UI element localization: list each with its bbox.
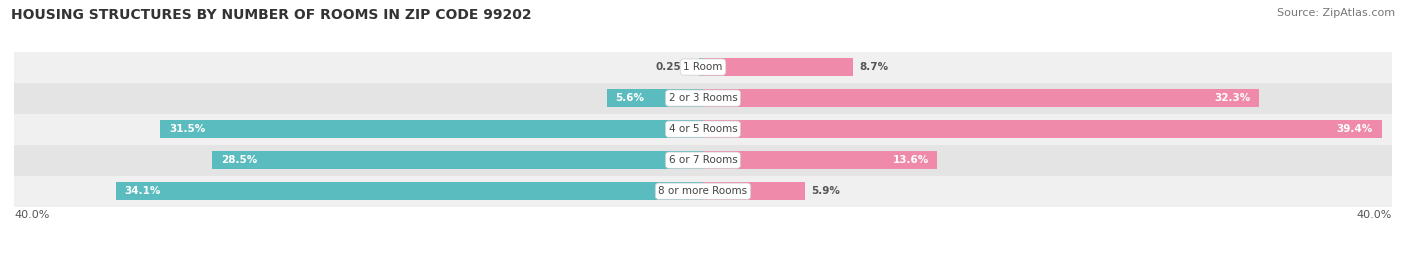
Bar xyxy=(703,120,1382,138)
Text: 6 or 7 Rooms: 6 or 7 Rooms xyxy=(669,155,737,165)
Text: 0.25%: 0.25% xyxy=(655,62,692,72)
Bar xyxy=(160,120,703,138)
Text: 31.5%: 31.5% xyxy=(169,124,205,134)
Text: 5.9%: 5.9% xyxy=(811,186,841,196)
Bar xyxy=(703,58,853,76)
Bar xyxy=(14,83,1392,114)
Text: 13.6%: 13.6% xyxy=(893,155,928,165)
Bar xyxy=(14,176,1392,207)
Bar xyxy=(14,52,1392,83)
Text: 34.1%: 34.1% xyxy=(124,186,160,196)
Text: 8.7%: 8.7% xyxy=(859,62,889,72)
Text: 39.4%: 39.4% xyxy=(1337,124,1374,134)
Text: 4 or 5 Rooms: 4 or 5 Rooms xyxy=(669,124,737,134)
Text: 2 or 3 Rooms: 2 or 3 Rooms xyxy=(669,93,737,103)
Bar xyxy=(703,89,1260,107)
Text: 28.5%: 28.5% xyxy=(221,155,257,165)
Text: Source: ZipAtlas.com: Source: ZipAtlas.com xyxy=(1277,8,1395,18)
Text: 1 Room: 1 Room xyxy=(683,62,723,72)
Text: 32.3%: 32.3% xyxy=(1215,93,1251,103)
Bar xyxy=(14,145,1392,176)
Text: 5.6%: 5.6% xyxy=(616,93,644,103)
Bar xyxy=(703,151,938,169)
Bar xyxy=(212,151,703,169)
Text: 40.0%: 40.0% xyxy=(14,210,49,220)
Bar xyxy=(699,58,703,76)
Bar xyxy=(115,182,703,200)
Bar xyxy=(14,114,1392,145)
Bar xyxy=(703,182,804,200)
Text: HOUSING STRUCTURES BY NUMBER OF ROOMS IN ZIP CODE 99202: HOUSING STRUCTURES BY NUMBER OF ROOMS IN… xyxy=(11,8,531,22)
Text: 8 or more Rooms: 8 or more Rooms xyxy=(658,186,748,196)
Text: 40.0%: 40.0% xyxy=(1357,210,1392,220)
Bar xyxy=(606,89,703,107)
